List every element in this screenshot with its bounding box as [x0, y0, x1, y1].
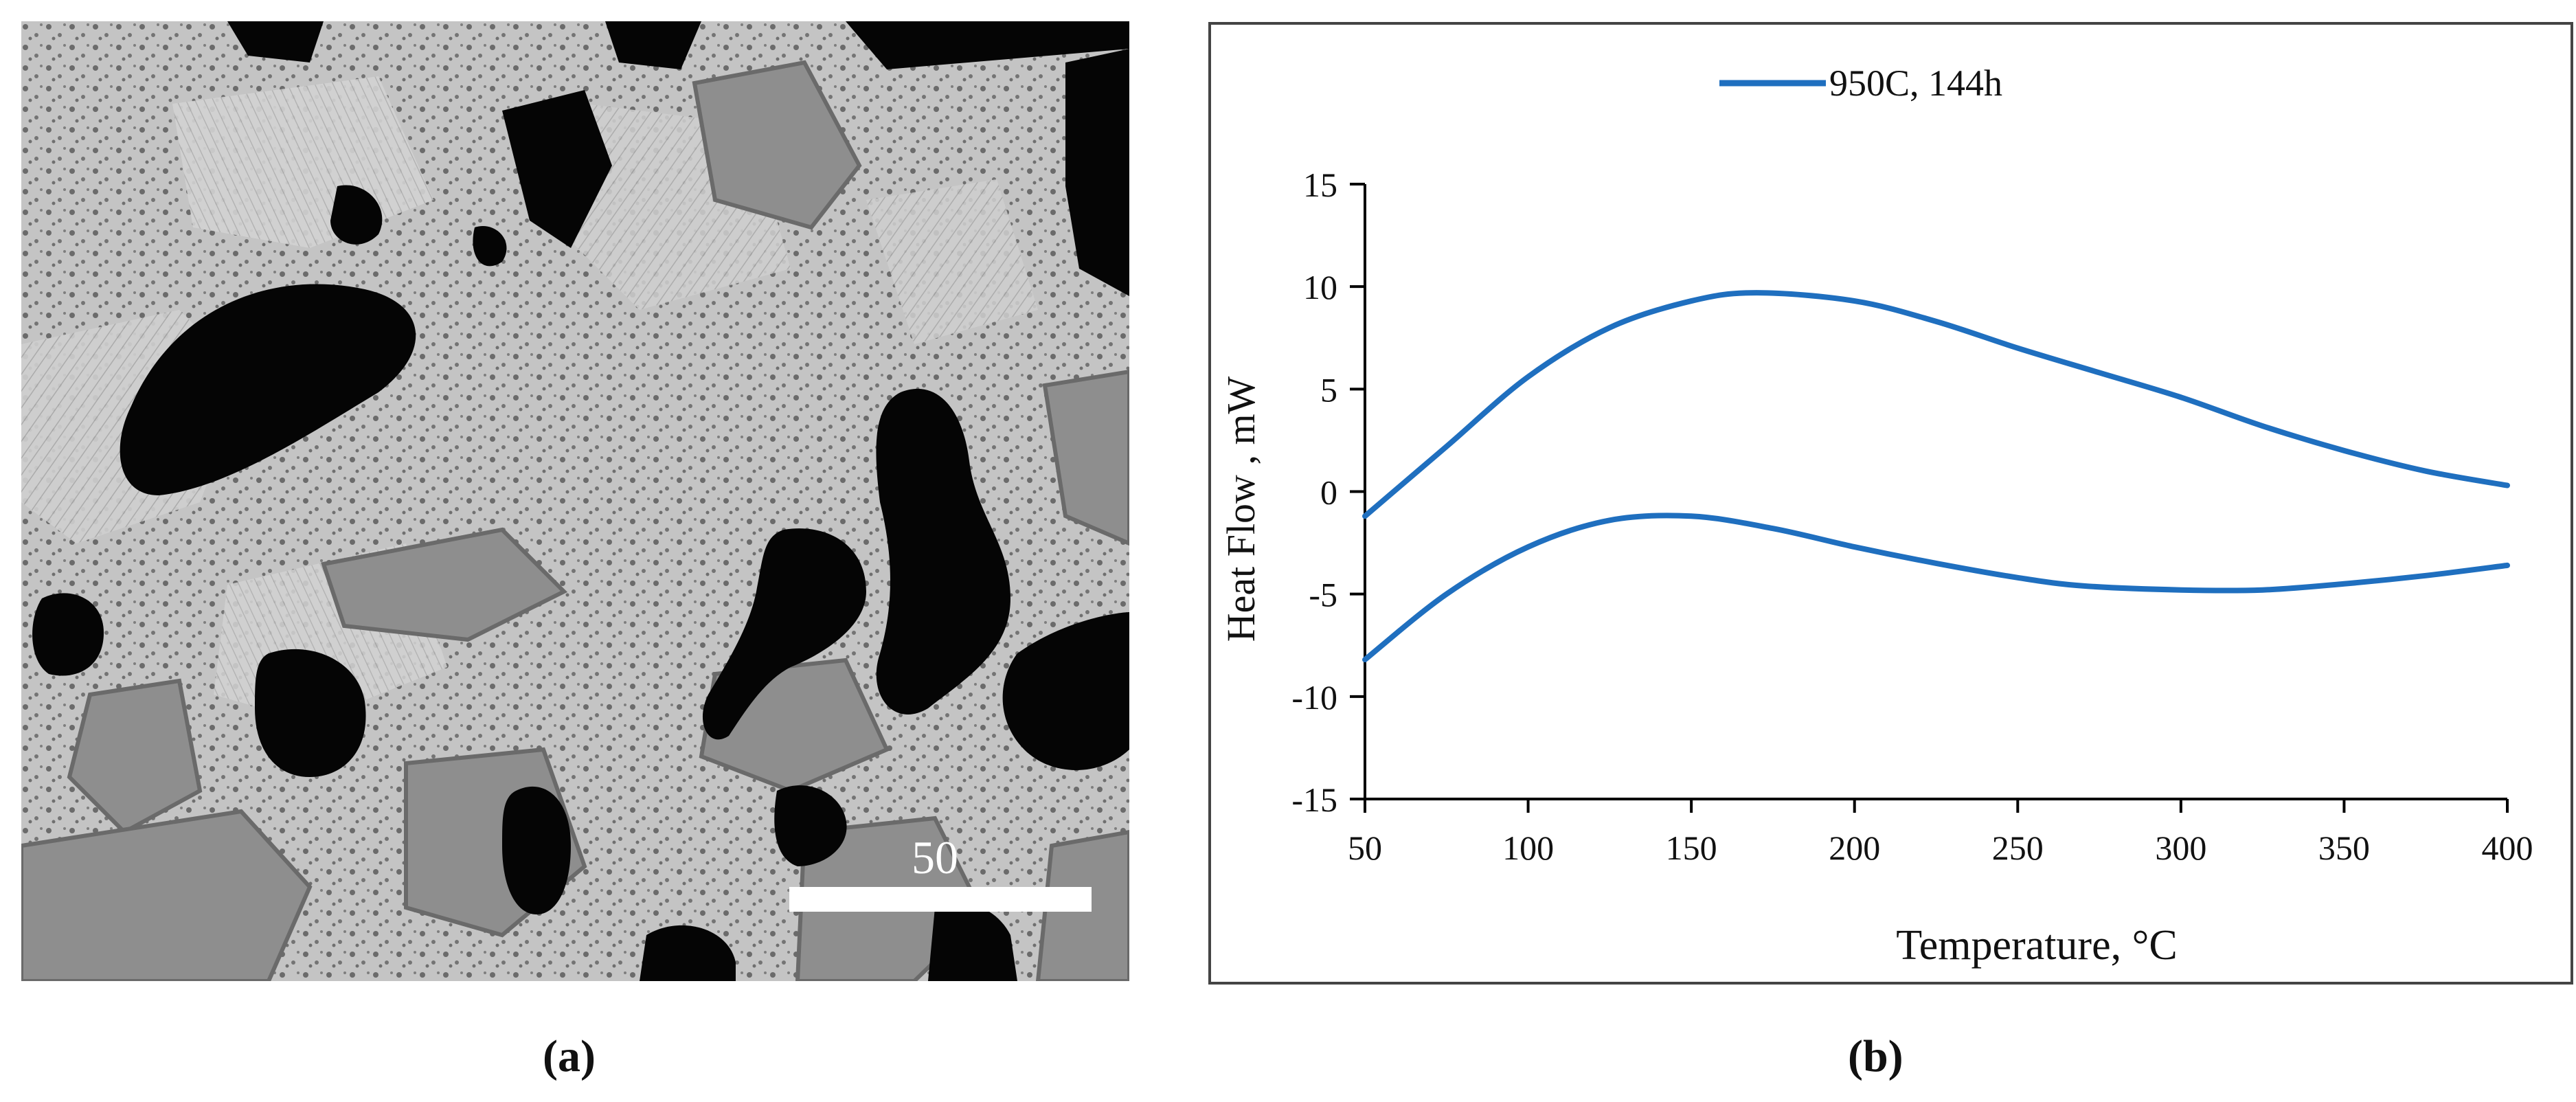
x-tick-label: 200 [1829, 829, 1880, 867]
chart-series [1362, 290, 2510, 663]
x-tick-label: 50 [1348, 829, 1382, 867]
x-tick-label: 150 [1666, 829, 1717, 867]
y-tick-label: -15 [1291, 780, 1337, 819]
chart-axes: -15 -10 -5 0 5 10 15 50 100 150 200 250 300 350 400 [1291, 166, 2533, 867]
x-tick-label: 100 [1502, 829, 1554, 867]
y-axis-label: Heat Flow , mW [1219, 376, 1263, 642]
y-tick-label: 10 [1303, 268, 1337, 306]
heat-flow-chart-panel: -15 -10 -5 0 5 10 15 50 100 150 200 250 300 350 400 95… [1208, 21, 2574, 985]
legend-label: 950C, 144h [1829, 63, 2002, 104]
x-tick-label: 400 [2482, 829, 2533, 867]
micrograph-panel: 50 [21, 21, 1129, 981]
scale-bar [789, 887, 1092, 912]
y-tick-label: 0 [1320, 473, 1337, 512]
panel-b-caption: (b) [1848, 1031, 1903, 1081]
y-tick-label: 5 [1320, 370, 1337, 409]
scale-bar-label: 50 [912, 831, 958, 884]
x-tick-label: 350 [2318, 829, 2370, 867]
micrograph-image: 50 [21, 21, 1129, 981]
series-line-2 [1362, 513, 2510, 663]
heat-flow-chart: -15 -10 -5 0 5 10 15 50 100 150 200 250 300 350 400 95… [1208, 22, 2573, 985]
chart-frame [1208, 22, 2573, 985]
y-tick-label: -10 [1291, 678, 1337, 717]
x-tick-label: 250 [1992, 829, 2044, 867]
x-axis-label: Temperature, °C [1896, 922, 2178, 969]
series-line-1 [1362, 290, 2510, 519]
x-tick-label: 300 [2155, 829, 2206, 867]
y-tick-label: 15 [1303, 166, 1337, 204]
y-tick-label: -5 [1309, 576, 1337, 614]
panel-a-caption: (a) [543, 1031, 596, 1081]
chart-legend: 950C, 144h [1719, 63, 2002, 104]
